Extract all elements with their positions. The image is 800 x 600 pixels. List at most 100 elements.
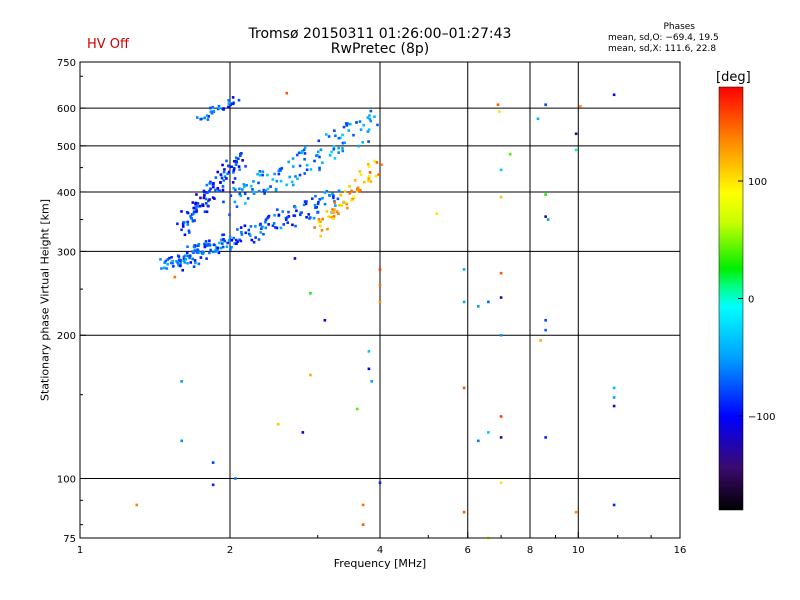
data-point: [335, 210, 339, 214]
data-point: [328, 194, 332, 197]
data-point: [318, 198, 322, 201]
data-point: [271, 178, 275, 181]
data-point: [337, 189, 341, 193]
data-point: [196, 205, 200, 208]
x-tick-label: 10: [572, 545, 585, 556]
data-point: [316, 150, 320, 154]
data-point: [227, 105, 230, 109]
data-point: [356, 186, 360, 190]
data-point: [319, 220, 322, 224]
data-point: [191, 257, 194, 261]
data-point: [330, 150, 333, 154]
data-point: [239, 154, 242, 157]
data-point: [189, 261, 193, 264]
data-point: [346, 122, 349, 125]
data-point: [181, 223, 185, 226]
data-point: [227, 170, 231, 174]
data-point: [236, 240, 239, 244]
data-point: [274, 226, 277, 229]
data-point: [343, 190, 347, 193]
data-point: [331, 210, 334, 213]
data-point: [258, 173, 262, 177]
data-point: [264, 189, 268, 193]
data-point: [332, 217, 335, 220]
data-point: [180, 210, 183, 213]
data-point: [367, 128, 371, 131]
data-point: [349, 122, 352, 126]
data-point: [191, 201, 195, 204]
data-point: [546, 218, 550, 221]
data-point: [258, 170, 262, 173]
data-point: [332, 145, 336, 149]
data-point: [359, 173, 363, 176]
data-point: [238, 192, 242, 196]
y-tick-label: 600: [57, 104, 76, 115]
data-point: [367, 177, 371, 180]
data-point: [370, 380, 374, 383]
data-point: [186, 254, 190, 258]
data-points: [135, 91, 616, 540]
data-point: [222, 200, 225, 204]
data-point: [223, 168, 226, 171]
data-point: [199, 117, 203, 121]
data-point: [378, 300, 382, 304]
data-point: [230, 245, 233, 249]
data-point: [612, 404, 616, 408]
phases-heading: Phases: [663, 22, 695, 32]
data-point: [171, 259, 175, 263]
data-point: [358, 170, 362, 173]
data-point: [220, 176, 224, 180]
data-point: [225, 159, 228, 163]
data-point: [228, 235, 232, 239]
data-point: [487, 300, 490, 304]
data-point: [203, 116, 206, 120]
data-point: [229, 102, 233, 105]
data-point: [234, 162, 238, 165]
data-point: [337, 151, 340, 154]
data-point: [170, 255, 173, 259]
x-tick-label: 2: [227, 545, 233, 556]
colorbar-tick-label: 0: [748, 295, 754, 306]
data-point: [344, 201, 348, 205]
data-point: [276, 208, 279, 211]
data-point: [218, 189, 222, 193]
data-point: [352, 133, 355, 137]
data-point: [222, 170, 226, 174]
data-point: [305, 215, 308, 219]
data-point: [228, 213, 231, 217]
data-point: [182, 220, 186, 224]
data-point: [235, 242, 238, 245]
data-point: [295, 209, 298, 213]
data-point: [221, 163, 224, 167]
data-point: [350, 199, 353, 202]
data-point: [300, 151, 303, 155]
x-tick-label: 16: [674, 545, 687, 556]
data-point: [298, 164, 302, 168]
data-point: [275, 179, 279, 183]
data-point: [228, 101, 231, 105]
data-point: [244, 165, 247, 168]
data-point: [211, 105, 215, 109]
data-point: [333, 201, 337, 204]
data-point: [192, 212, 195, 216]
data-point: [313, 203, 317, 207]
data-point: [172, 265, 175, 268]
data-point: [318, 155, 321, 159]
data-point: [276, 422, 280, 426]
data-point: [237, 157, 240, 160]
data-point: [333, 157, 337, 160]
data-point: [226, 241, 229, 245]
data-point: [209, 187, 212, 191]
colorbar-tick-label: −100: [748, 412, 775, 423]
data-point: [367, 179, 370, 183]
data-point: [211, 250, 215, 254]
data-point: [231, 181, 235, 184]
data-point: [544, 215, 547, 218]
data-point: [194, 261, 197, 265]
data-point: [250, 238, 254, 242]
data-point: [368, 117, 372, 121]
data-point: [367, 367, 371, 371]
data-point: [198, 204, 202, 208]
data-point: [259, 231, 263, 234]
data-point: [182, 255, 186, 259]
